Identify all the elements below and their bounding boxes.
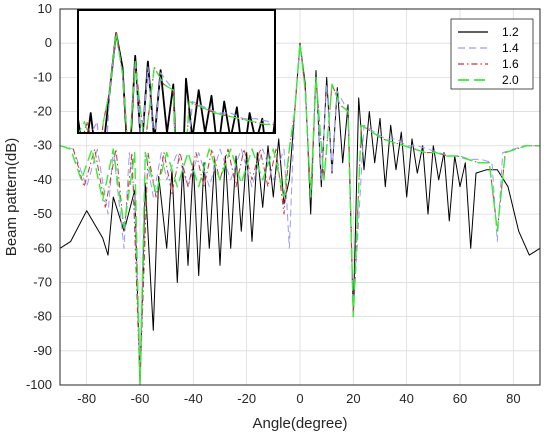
y-tick-label: -10	[33, 69, 52, 84]
y-tick-label: -40	[33, 172, 52, 187]
y-tick-label: -90	[33, 343, 52, 358]
inset-series-line-2.0	[78, 32, 275, 133]
legend: 1.2 1.4 1.6 2.0	[450, 18, 534, 90]
y-tick-labels: 10 0 -10 -20 -30 -40 -50 -60 -70 -80 -90 -100	[26, 1, 52, 392]
x-tick-label: -20	[237, 391, 256, 406]
y-tick-label: -50	[33, 206, 52, 221]
x-tick-label: 0	[296, 391, 303, 406]
y-tick-label: -80	[33, 309, 52, 324]
y-tick-label: -70	[33, 274, 52, 289]
inset-series	[78, 32, 275, 133]
x-tick-label: 20	[346, 391, 360, 406]
series-layer	[60, 42, 540, 385]
y-axis-label: Beam pattern(dB)	[3, 138, 20, 256]
legend-label: 1.6	[502, 57, 519, 71]
plot-frame	[59, 8, 541, 386]
inset-background	[78, 10, 275, 133]
x-tick-label: 60	[453, 391, 467, 406]
series-line-2.0	[60, 42, 540, 385]
legend-label: 2.0	[502, 73, 519, 87]
legend-box	[450, 18, 534, 90]
x-axis-label: Angle(degree)	[252, 415, 347, 432]
x-tick-label: -80	[77, 391, 96, 406]
y-tick-label: -60	[33, 240, 52, 255]
inset-zoom-panel	[77, 9, 276, 134]
legend-label: 1.2	[502, 25, 519, 39]
legend-label: 1.4	[502, 41, 519, 55]
x-tick-label: 80	[506, 391, 520, 406]
y-tick-label: -20	[33, 104, 52, 119]
x-tick-labels: -80 -60 -40 -20 0 20 40 60 80	[77, 391, 520, 406]
x-tick-label: -60	[131, 391, 150, 406]
x-tick-label: 40	[399, 391, 413, 406]
inset-frame	[77, 9, 276, 134]
y-tick-label: 0	[45, 35, 52, 50]
x-tick-label: -40	[184, 391, 203, 406]
y-tick-label: 10	[38, 1, 52, 16]
y-tick-label: -30	[33, 138, 52, 153]
y-tick-label: -100	[26, 377, 52, 392]
